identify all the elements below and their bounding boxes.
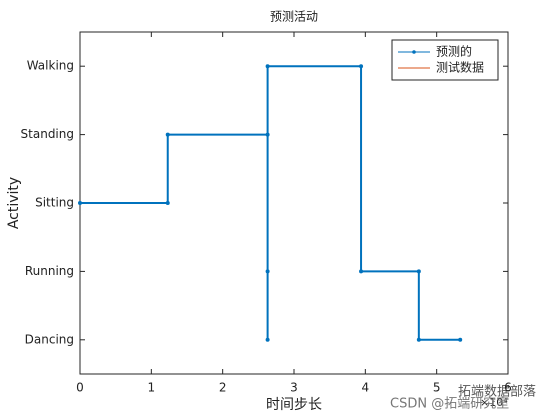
series-line (80, 65, 461, 341)
series-marker (165, 201, 170, 205)
chart-title: 预测活动 (270, 10, 318, 24)
y-tick-label: Running (25, 264, 74, 278)
y-axis-label: Activity (6, 177, 22, 229)
series-marker (265, 337, 270, 342)
series-marker (359, 64, 364, 69)
y-tick-label: Walking (27, 59, 74, 73)
legend-label: 测试数据 (436, 60, 484, 75)
x-exponent-label: ×10⁴ (480, 396, 508, 409)
x-axis-label: 时间步长 (266, 397, 322, 413)
series-marker (265, 132, 270, 137)
series-marker (265, 269, 270, 274)
x-tick-label: 5 (433, 381, 441, 395)
x-tick-label: 1 (148, 381, 156, 395)
series-marker (458, 337, 463, 342)
series-marker (359, 269, 364, 274)
y-tick-label: Dancing (25, 332, 74, 346)
x-tick-label: 4 (362, 381, 370, 395)
x-tick-label: 3 (290, 381, 298, 395)
legend-box (391, 39, 499, 81)
watermark: 拓端数据部落 (458, 385, 536, 400)
watermark: CSDN @拓端研究室 (390, 396, 509, 412)
y-tick-label: Sitting (35, 196, 74, 210)
legend-label: 预测的 (436, 44, 472, 59)
series-marker (78, 201, 82, 205)
legend-marker (412, 50, 416, 54)
x-tick-label: 6 (504, 381, 512, 395)
series-marker (416, 269, 421, 274)
x-tick-label: 2 (219, 381, 227, 395)
series-marker (416, 337, 421, 342)
series-marker (165, 132, 170, 137)
y-tick-label: Standing (21, 127, 74, 141)
x-tick-label: 0 (76, 381, 84, 395)
series-marker (265, 64, 270, 69)
